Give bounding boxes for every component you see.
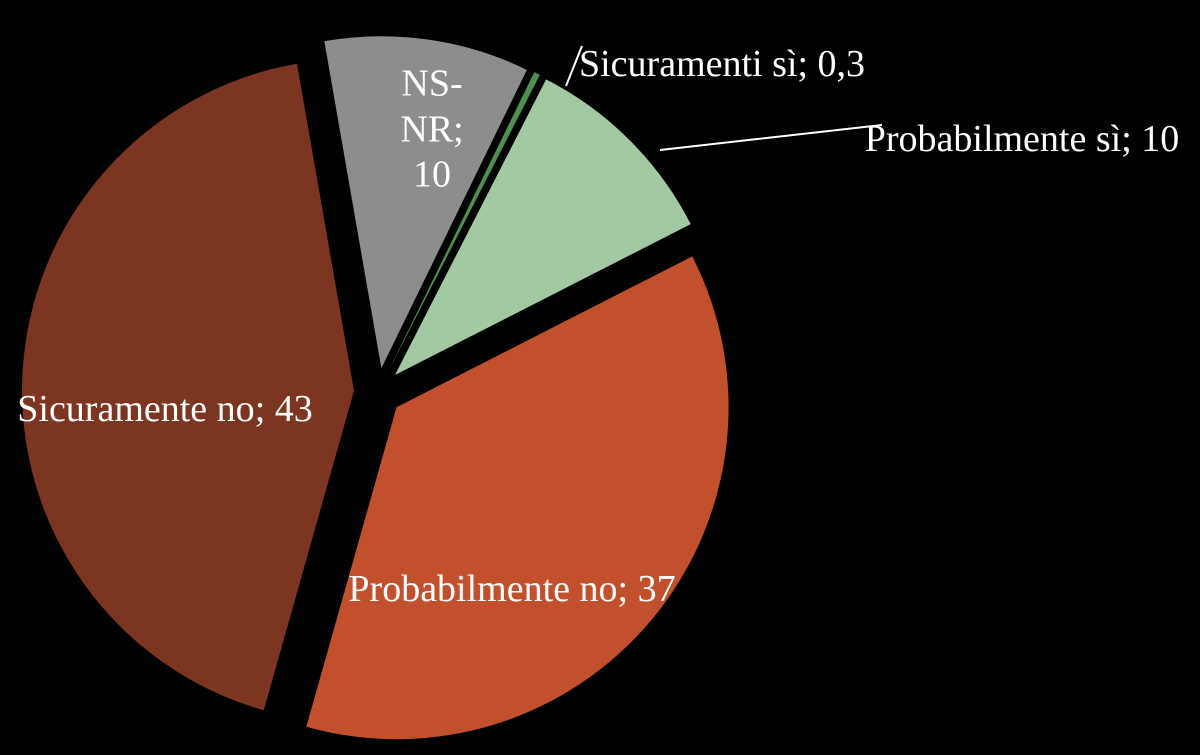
leader-line: [659, 124, 883, 151]
pie-slice: [394, 79, 691, 376]
data-label: Probabilmente sì; 10: [857, 117, 1187, 163]
pie-slice: [306, 256, 729, 740]
data-label: Sicuramenti sì; 0,3: [572, 42, 872, 88]
pie-slice: [324, 36, 527, 369]
label-separator: ;: [1121, 118, 1142, 161]
label-value: 10: [1141, 118, 1180, 161]
data-label: Sicuramente no; 43: [15, 387, 315, 433]
label-category: Probabilmente no: [348, 568, 618, 611]
label-value: 37: [637, 568, 676, 611]
label-separator: ;: [617, 568, 638, 611]
label-category: NS-NR: [400, 62, 463, 151]
label-category: Sicuramenti sì: [578, 43, 798, 86]
label-value: 10: [413, 153, 451, 196]
data-label: NS-NR; 10: [392, 62, 472, 199]
label-value: 43: [274, 388, 313, 431]
data-label: Probabilmente no; 37: [342, 567, 682, 613]
pie-slice: [22, 63, 355, 711]
pie-slice: [388, 72, 540, 371]
leader-line: [565, 45, 583, 87]
label-separator: ;: [254, 388, 275, 431]
label-category: Probabilmente sì: [864, 118, 1122, 161]
label-separator: ;: [797, 43, 818, 86]
label-category: Sicuramente no: [17, 388, 255, 431]
label-separator: ;: [453, 108, 474, 151]
label-value: 0,3: [817, 43, 866, 86]
